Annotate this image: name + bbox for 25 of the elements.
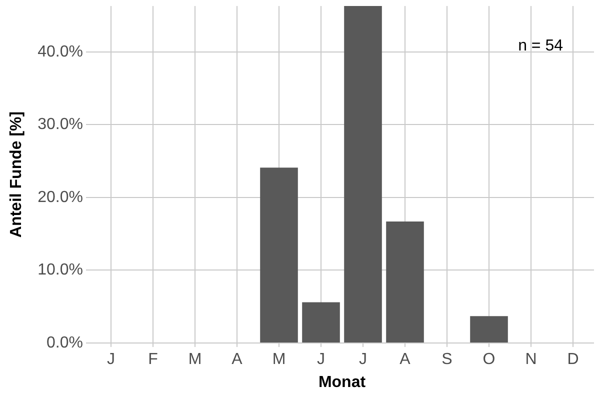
x-tick-label: M [272,351,286,368]
y-tick-label: 0.0% [46,334,83,352]
x-tick-label: D [567,351,579,368]
y-tick-label: 20.0% [38,188,83,206]
x-axis-title: Monat [318,374,366,391]
y-axis-title: Anteil Funde [%] [8,111,26,238]
x-tick-label: J [317,351,325,368]
annotation: n = 54 [518,37,564,54]
x-tick-label: J [359,351,367,368]
y-tick-label: 10.0% [38,262,83,279]
x-tick-label: F [148,351,158,368]
x-tick-label: M [188,351,202,368]
bar [344,6,382,342]
bar [302,302,340,342]
x-tick-label: J [107,351,115,368]
y-tick-label: 30.0% [38,116,83,134]
x-tick-label: O [482,351,496,368]
bar [260,168,298,342]
bar [386,221,424,342]
bar [470,316,508,342]
x-tick-label: A [400,351,411,368]
x-tick-label: N [525,351,537,368]
y-tick-label: 40.0% [38,43,83,60]
x-tick-label: A [232,351,243,368]
x-tick-label: S [442,351,452,368]
